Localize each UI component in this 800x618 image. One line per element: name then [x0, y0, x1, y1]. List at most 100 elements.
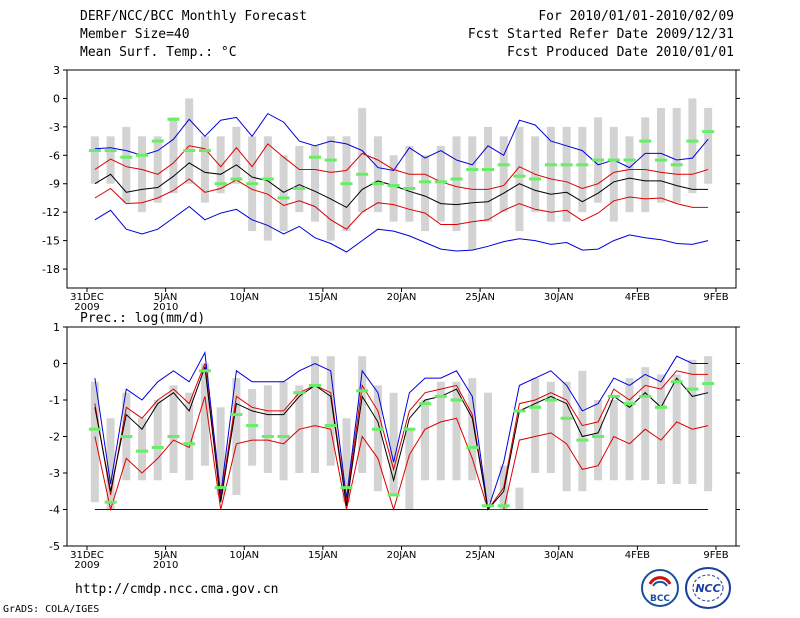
prec-plus-sd-line	[94, 363, 709, 511]
temp-median-mark	[419, 180, 432, 184]
prec-ytick-label: -1	[49, 394, 60, 407]
prec-plot-frame	[66, 326, 737, 547]
prec-median-mark	[183, 442, 196, 446]
temp-box	[122, 126, 131, 203]
prec-box	[531, 378, 540, 473]
temp-box	[326, 136, 335, 241]
temp-xtick-label: 10JAN	[229, 292, 259, 303]
temp-median-mark	[387, 184, 400, 188]
prec-median-mark	[403, 427, 416, 431]
temp-max-line	[94, 112, 709, 172]
temp-median-mark	[592, 158, 605, 162]
bcc-logo: BCC	[641, 569, 679, 607]
forecast-period: For 2010/01/01-2010/02/09	[538, 9, 734, 24]
temp-box	[641, 117, 650, 213]
prec-box	[373, 385, 382, 492]
prec-median-mark	[702, 382, 715, 386]
temp-box	[578, 126, 587, 213]
prec-median-mark	[246, 424, 259, 428]
source-url[interactable]: http://cmdp.ncc.cma.gov.cn	[75, 582, 279, 597]
temp-plus-sd-line	[94, 143, 709, 190]
prec-xtick-sublabel: 2010	[153, 560, 178, 571]
prec-xtick-label: 20JAN	[387, 550, 417, 561]
bcc-logo-text: BCC	[650, 594, 670, 604]
temp-box	[515, 126, 524, 232]
prec-median-mark	[356, 389, 369, 393]
temp-minus-sd-line	[94, 178, 709, 230]
temp-median-mark	[356, 172, 369, 176]
temp-median-mark	[450, 177, 463, 181]
prec-median-mark	[261, 435, 274, 438]
temp-median-mark	[136, 153, 149, 157]
prec-ytick-label: 0	[53, 358, 60, 371]
temp-median-mark	[654, 158, 667, 162]
temp-median-mark	[340, 182, 353, 186]
temp-box	[216, 136, 225, 194]
temp-xtick-label: 30JAN	[544, 292, 574, 303]
prec-median-mark	[639, 394, 652, 398]
prec-median-mark	[481, 504, 494, 508]
prec-median-mark	[151, 445, 164, 449]
temp-ytick-label: 3	[53, 64, 60, 77]
temp-median-mark	[324, 158, 337, 162]
prec-median-mark	[104, 500, 117, 504]
prec-median-mark	[198, 369, 211, 373]
prec-box	[562, 381, 571, 492]
prec-box	[389, 392, 398, 495]
temp-median-mark	[214, 182, 227, 186]
temp-median-mark	[607, 158, 620, 162]
temp-box	[421, 155, 430, 232]
prec-box	[311, 356, 320, 473]
prec-median-mark	[544, 398, 557, 402]
prec-xtick-label: 9FEB	[703, 550, 728, 561]
temp-median-mark	[120, 155, 133, 159]
prec-xtick-label: 25JAN	[465, 550, 495, 561]
temp-box	[311, 145, 320, 222]
prec-box	[625, 378, 634, 481]
forecast-started-date: Fcst Started Refer Date 2009/12/31	[467, 27, 734, 42]
temp-box	[656, 107, 665, 203]
temp-median-mark	[576, 163, 589, 167]
ncc-logo-text: NCC	[695, 582, 720, 595]
temp-median-mark	[198, 149, 211, 153]
prec-median-mark	[340, 486, 353, 490]
prec-xtick-label: 30JAN	[544, 550, 574, 561]
prec-median-mark	[136, 449, 149, 453]
prec-ytick-label: -3	[49, 467, 60, 480]
prec-ytick-label: 1	[53, 321, 60, 334]
prec-median-mark	[419, 402, 432, 406]
temp-median-mark	[277, 196, 290, 200]
temp-box	[546, 126, 555, 222]
temp-box	[90, 136, 99, 184]
prec-median-mark	[214, 486, 227, 490]
temp-median-mark	[309, 155, 322, 159]
temp-xtick-sublabel: 2010	[153, 302, 178, 313]
prec-ytick-label: -4	[49, 504, 60, 517]
prec-box	[578, 370, 587, 492]
temp-ytick-label: -12	[42, 206, 60, 219]
temp-median-mark	[702, 130, 715, 134]
prec-median-mark	[529, 405, 542, 409]
prec-median-mark	[167, 435, 180, 438]
prec-box	[594, 400, 603, 481]
prec-box	[279, 381, 288, 481]
prec-box	[153, 400, 162, 481]
temp-median-mark	[261, 177, 274, 181]
prec-box	[169, 385, 178, 473]
prec-box	[358, 356, 367, 473]
prec-box	[483, 392, 492, 503]
prec-box	[546, 381, 555, 473]
prec-max-line	[94, 350, 709, 510]
prec-box	[641, 367, 650, 481]
prec-median-mark	[387, 493, 400, 497]
prec-xtick-label: 4FEB	[625, 550, 650, 561]
ncc-logo: NCC	[685, 567, 731, 609]
prec-minus-sd-line	[94, 396, 709, 512]
temp-box	[169, 117, 178, 194]
prec-median-mark	[623, 402, 636, 406]
temp-median-mark	[403, 186, 416, 190]
temp-min-line	[94, 205, 709, 253]
variable-label: Mean Surf. Temp.: °C	[80, 45, 237, 60]
